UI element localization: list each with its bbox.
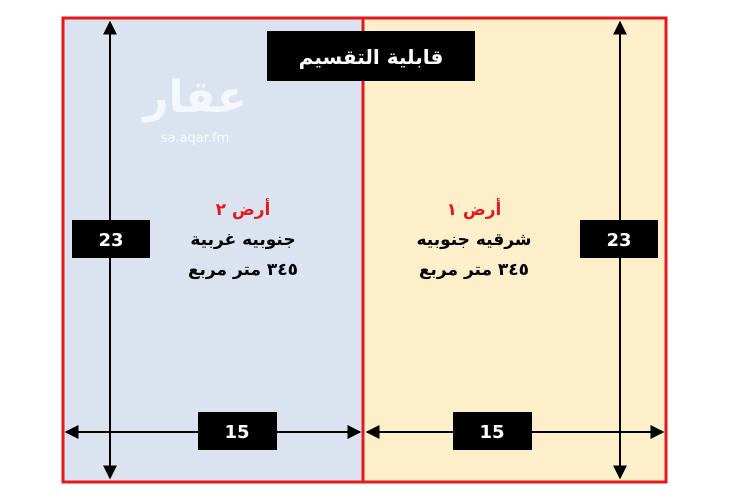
plot-1-name: أرض ١ bbox=[447, 198, 502, 220]
title-box bbox=[267, 31, 475, 81]
watermark-url: sa.aqar.fm bbox=[161, 131, 230, 146]
plot-2-name: أرض ٢ bbox=[216, 198, 271, 220]
height-label-right: 23 bbox=[606, 230, 631, 251]
width-label-right: 15 bbox=[479, 422, 504, 443]
width-label-box-right bbox=[453, 412, 532, 450]
plot-2-direction: جنوبيه غربية bbox=[190, 230, 295, 250]
plot-1-direction: شرقيه جنوبيه bbox=[416, 230, 531, 250]
height-label-box-right bbox=[580, 220, 658, 258]
height-label-box-left bbox=[72, 220, 150, 258]
width-label-left: 15 bbox=[224, 422, 249, 443]
width-label-box-left bbox=[198, 412, 277, 450]
plot-1-area-label: ٣٤٥ متر مربع bbox=[419, 260, 529, 280]
height-label-left: 23 bbox=[98, 230, 123, 251]
watermark-logo: عقار bbox=[141, 72, 247, 123]
plot-2-area-label: ٣٤٥ متر مربع bbox=[188, 260, 298, 280]
title: قابلية التقسيم bbox=[299, 45, 444, 69]
